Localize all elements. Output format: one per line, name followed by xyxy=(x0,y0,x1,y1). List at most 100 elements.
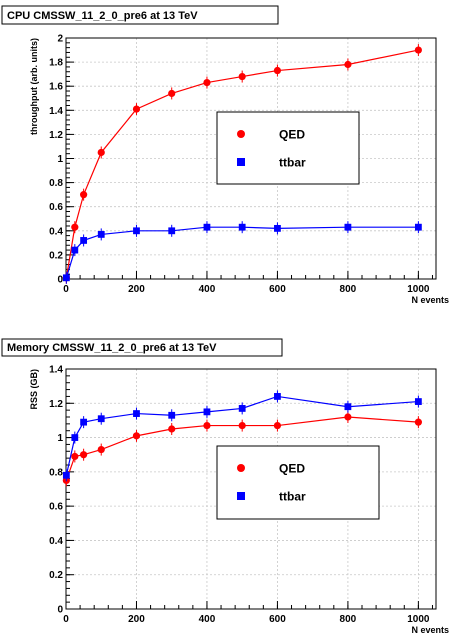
y-tick-label: 0.6 xyxy=(49,202,63,213)
data-point-ttbar xyxy=(203,223,211,231)
data-point-QED xyxy=(80,451,88,459)
data-point-ttbar xyxy=(80,237,88,244)
x-tick-label: 0 xyxy=(63,614,69,625)
data-point-QED xyxy=(344,60,352,69)
data-point-ttbar xyxy=(168,227,176,235)
y-axis-label: RSS (GB) xyxy=(29,369,39,410)
legend: QED ttbar xyxy=(216,111,360,185)
y-tick-label: 1.2 xyxy=(49,399,63,410)
data-point-ttbar xyxy=(80,418,88,426)
series-line-ttbar xyxy=(65,226,419,278)
x-tick-label: 400 xyxy=(199,614,216,625)
y-tick-label: 0.2 xyxy=(49,250,63,261)
data-point-QED xyxy=(71,452,79,461)
y-tick-label: 1.8 xyxy=(49,58,63,69)
y-tick-label: 1.2 xyxy=(49,130,63,141)
x-tick-label: 1000 xyxy=(407,284,430,295)
x-tick-label: 400 xyxy=(199,284,216,295)
data-point-QED xyxy=(168,425,176,433)
data-point-QED xyxy=(273,421,282,430)
series-QED xyxy=(62,44,422,284)
data-point-ttbar xyxy=(203,408,211,416)
y-axis-label: throughput (arb. units) xyxy=(29,38,39,135)
x-tick-label: 200 xyxy=(128,614,145,625)
y-tick-label: 0.4 xyxy=(49,536,63,547)
data-point-QED xyxy=(238,421,246,430)
data-point-ttbar xyxy=(71,434,79,441)
y-tick-label: 0.8 xyxy=(49,467,63,478)
data-point-ttbar xyxy=(97,415,105,423)
y-tick-label: 1.4 xyxy=(49,106,63,117)
data-point-ttbar xyxy=(133,410,140,417)
y-tick-label: 0.2 xyxy=(49,570,63,581)
data-point-ttbar xyxy=(71,246,79,254)
data-point-ttbar xyxy=(133,227,140,235)
legend-box xyxy=(216,445,380,520)
data-point-QED xyxy=(80,191,88,199)
x-tick-label: 0 xyxy=(63,284,69,295)
y-tick-label: 1.4 xyxy=(49,365,63,376)
data-point-QED xyxy=(168,89,176,98)
x-tick-label: 600 xyxy=(269,614,286,625)
chart-title-box xyxy=(1,338,283,357)
data-point-ttbar xyxy=(238,223,246,231)
data-point-QED xyxy=(414,46,422,54)
data-point-ttbar xyxy=(274,224,281,232)
legend-label-ttbar: ttbar xyxy=(279,490,306,504)
legend-marker-ttbar xyxy=(237,492,245,500)
chart-panel-1: Memory CMSSW_11_2_0_pre6 at 13 TeV 0 0.2 0.… xyxy=(1,338,449,635)
data-point-ttbar xyxy=(414,398,422,405)
x-tick-label: 200 xyxy=(128,284,145,295)
data-point-ttbar xyxy=(344,223,352,231)
y-tick-label: 0 xyxy=(57,275,63,286)
legend-marker-QED xyxy=(237,464,245,472)
data-point-QED xyxy=(238,72,246,81)
legend-label-ttbar: ttbar xyxy=(279,156,306,170)
y-tick-label: 1.6 xyxy=(49,82,63,93)
chart-title-box xyxy=(1,5,279,25)
data-point-QED xyxy=(414,418,422,426)
chart-title: Memory CMSSW_11_2_0_pre6 at 13 TeV xyxy=(7,342,217,354)
series-ttbar xyxy=(62,221,422,284)
x-tick-label: 600 xyxy=(269,284,286,295)
data-point-ttbar xyxy=(344,403,352,411)
data-point-ttbar xyxy=(238,405,246,412)
legend-label-QED: QED xyxy=(279,128,305,142)
data-point-ttbar xyxy=(97,231,105,238)
data-point-QED xyxy=(97,148,105,157)
legend-label-QED: QED xyxy=(279,462,305,476)
chart-title: CPU CMSSW_11_2_0_pre6 at 13 TeV xyxy=(7,10,198,22)
data-point-ttbar xyxy=(274,393,281,400)
legend: QED ttbar xyxy=(216,445,380,520)
data-point-QED xyxy=(132,105,141,113)
plot-frame xyxy=(65,368,437,610)
data-point-ttbar xyxy=(414,223,422,231)
y-tick-label: 0.4 xyxy=(49,226,63,237)
x-axis-label: N events xyxy=(411,295,449,305)
x-axis-label: N events xyxy=(411,625,449,635)
data-point-QED xyxy=(97,445,105,454)
legend-box xyxy=(216,111,360,185)
data-point-QED xyxy=(203,421,211,430)
data-point-QED xyxy=(71,223,79,231)
data-point-ttbar xyxy=(62,471,70,479)
y-tick-label: 1 xyxy=(57,154,63,165)
series-ttbar xyxy=(62,390,422,482)
x-tick-label: 800 xyxy=(340,284,357,295)
legend-marker-ttbar xyxy=(237,158,245,166)
x-tick-label: 1000 xyxy=(407,614,430,625)
data-point-ttbar xyxy=(62,274,70,282)
data-point-ttbar xyxy=(168,411,176,419)
y-tick-label: 0.6 xyxy=(49,502,63,513)
data-point-QED xyxy=(203,78,211,87)
y-tick-label: 0 xyxy=(57,605,63,616)
data-point-QED xyxy=(344,413,352,421)
y-tick-label: 2 xyxy=(57,34,63,45)
y-tick-label: 1 xyxy=(57,433,63,444)
chart-panel-0: CPU CMSSW_11_2_0_pre6 at 13 TeV 0 0.2 0.4 0.… xyxy=(1,5,449,305)
legend-marker-QED xyxy=(237,130,245,138)
data-point-QED xyxy=(132,432,141,440)
x-tick-label: 800 xyxy=(340,614,357,625)
data-point-QED xyxy=(273,66,282,75)
